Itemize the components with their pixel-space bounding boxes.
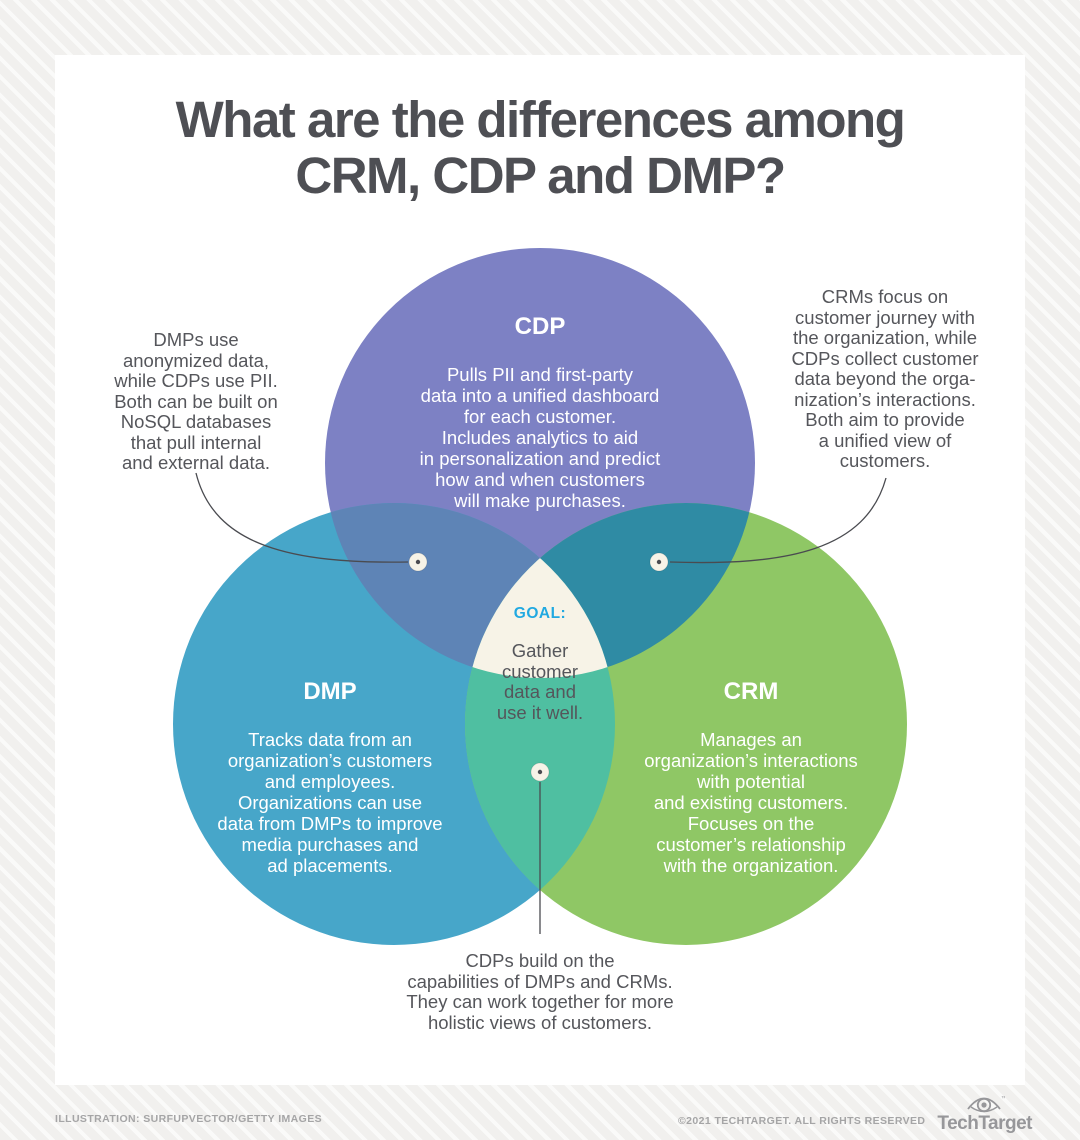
page-title: What are the differences among CRM, CDP …: [55, 92, 1025, 204]
goal-text: Gather customer data and use it well.: [496, 640, 584, 723]
page-title-line2: CRM, CDP and DMP?: [295, 147, 786, 204]
left-connector: [195, 472, 428, 572]
dmp-section: DMP Tracks data from an organization’s c…: [180, 660, 480, 894]
right-connector: [649, 477, 887, 572]
bottom-connector: [530, 762, 550, 934]
techtarget-logo: ™ TechTarget: [937, 1092, 1032, 1134]
center-triple-overlap: [465, 503, 615, 678]
cdp-label: CDP: [514, 313, 566, 340]
cdp-section: CDP Pulls PII and first-party data into …: [385, 295, 695, 529]
illustration-credit: ILLUSTRATION: SURFUPVECTOR/GETTY IMAGES: [55, 1113, 323, 1125]
crm-description: Manages an organization’s interactions w…: [644, 729, 858, 876]
right-annotation: CRMs focus on customer journey with the …: [791, 286, 979, 471]
crm-label: CRM: [723, 678, 779, 705]
crm-section: CRM Manages an organization’s interactio…: [601, 660, 901, 894]
page-title-line1: What are the differences among: [175, 91, 906, 148]
cdp-description: Pulls PII and first-party data into a un…: [419, 364, 661, 511]
footer-right: ©2021 TECHTARGET. ALL RIGHTS RESERVED ™ …: [678, 1092, 1032, 1134]
bottom-annotation: CDPs build on the capabilities of DMPs a…: [406, 950, 674, 1033]
copyright-text: ©2021 TECHTARGET. ALL RIGHTS RESERVED: [678, 1115, 926, 1127]
goal-section: GOAL: Gather customer data and use it we…: [455, 586, 625, 741]
left-annotation: DMPs use anonymized data, while CDPs use…: [114, 329, 278, 473]
dmp-description: Tracks data from an organization’s custo…: [217, 729, 443, 876]
goal-label: GOAL:: [513, 605, 567, 622]
dmp-label: DMP: [303, 678, 357, 705]
svg-text:™: ™: [1001, 1095, 1005, 1102]
techtarget-wordmark: TechTarget: [937, 1113, 1032, 1134]
techtarget-eye-icon: ™: [966, 1095, 1005, 1113]
